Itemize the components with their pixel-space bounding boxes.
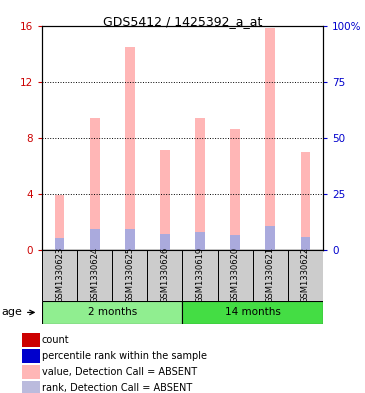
Bar xyxy=(125,230,135,250)
Bar xyxy=(253,250,288,301)
Text: GSM1330621: GSM1330621 xyxy=(266,247,275,303)
Bar xyxy=(42,250,77,301)
Text: GSM1330625: GSM1330625 xyxy=(125,247,134,303)
Bar xyxy=(42,301,182,324)
Text: GDS5412 / 1425392_a_at: GDS5412 / 1425392_a_at xyxy=(103,15,262,28)
Bar xyxy=(22,381,40,393)
Text: GSM1330619: GSM1330619 xyxy=(196,247,204,303)
Bar xyxy=(230,129,240,250)
Text: GSM1330620: GSM1330620 xyxy=(231,247,240,303)
Text: rank, Detection Call = ABSENT: rank, Detection Call = ABSENT xyxy=(42,384,192,393)
Bar xyxy=(195,118,205,250)
Bar xyxy=(265,226,275,250)
Bar xyxy=(265,28,275,250)
Bar xyxy=(90,118,100,250)
Bar xyxy=(22,349,40,363)
Text: 2 months: 2 months xyxy=(88,307,137,318)
Bar xyxy=(160,150,170,250)
Text: GSM1330622: GSM1330622 xyxy=(301,247,310,303)
Bar xyxy=(77,250,112,301)
Bar xyxy=(147,250,182,301)
Text: count: count xyxy=(42,335,70,345)
Bar xyxy=(112,250,147,301)
Bar xyxy=(218,250,253,301)
Bar xyxy=(125,46,135,250)
Text: GSM1330626: GSM1330626 xyxy=(161,247,169,303)
Bar xyxy=(90,230,100,250)
Bar xyxy=(195,231,205,250)
Bar xyxy=(22,365,40,379)
Bar xyxy=(300,152,310,250)
Bar xyxy=(22,333,40,347)
Text: GSM1330624: GSM1330624 xyxy=(90,247,99,303)
Text: percentile rank within the sample: percentile rank within the sample xyxy=(42,351,207,361)
Text: 14 months: 14 months xyxy=(225,307,281,318)
Text: value, Detection Call = ABSENT: value, Detection Call = ABSENT xyxy=(42,367,197,377)
Text: age: age xyxy=(2,307,23,318)
Bar xyxy=(300,237,310,250)
Bar xyxy=(182,301,323,324)
Bar xyxy=(230,235,240,250)
Bar xyxy=(288,250,323,301)
Bar xyxy=(160,234,170,250)
Bar xyxy=(182,250,218,301)
Bar xyxy=(55,238,65,250)
Text: GSM1330623: GSM1330623 xyxy=(55,247,64,303)
Bar xyxy=(55,195,65,250)
